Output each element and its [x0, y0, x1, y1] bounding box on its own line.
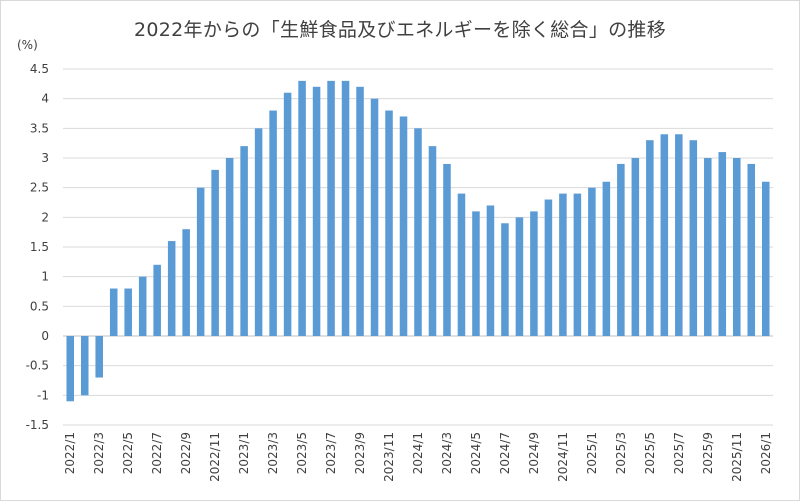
bar: [631, 158, 640, 336]
x-tick-label: 2025/1: [585, 432, 599, 474]
x-tick-label: 2023/9: [353, 432, 367, 474]
bar: [153, 264, 161, 336]
chart-title: 2022年からの「生鮮食品及びエネルギーを除く総合」の推移: [133, 19, 667, 41]
bar: [761, 181, 770, 336]
bar: [733, 158, 741, 336]
bar: [675, 134, 683, 336]
bar: [559, 193, 567, 336]
bar: [109, 288, 118, 336]
x-tick-label: 2025/3: [614, 432, 628, 474]
x-tick-label: 2025/7: [672, 432, 686, 474]
bar: [283, 92, 292, 336]
bar: [747, 163, 756, 336]
bar: [240, 146, 248, 336]
y-tick-label: 4.5: [30, 62, 49, 76]
y-tick-label: 1: [41, 270, 49, 284]
bar: [399, 116, 408, 336]
bar: [341, 80, 350, 336]
x-tick-label: 2026/1: [759, 432, 773, 474]
bar: [486, 205, 495, 336]
bar: [602, 181, 611, 336]
bar: [428, 146, 437, 336]
bar: [138, 276, 147, 336]
bar: [718, 152, 727, 336]
x-tick-label: 2024/7: [498, 432, 512, 474]
x-axis-ticks: 2022/1 2022/3 2022/5 2022/7 2022/9 2022/11 202…: [63, 432, 773, 482]
y-tick-label: 3.5: [30, 121, 49, 135]
bar: [457, 193, 466, 336]
bar: [211, 169, 219, 336]
bar: [95, 336, 103, 378]
bar: [80, 336, 89, 396]
bar: [544, 199, 553, 336]
bar: [704, 158, 712, 336]
bar: [414, 128, 422, 336]
y-tick-label: -1.5: [26, 418, 49, 432]
y-tick-label: 2: [41, 210, 49, 224]
y-tick-label: 0.5: [30, 299, 49, 313]
bar: [660, 134, 669, 336]
bar: [254, 128, 263, 336]
bar: [356, 86, 364, 336]
bar: [573, 193, 582, 336]
bar: [501, 223, 509, 336]
bar: [689, 140, 698, 336]
bar: [370, 98, 379, 337]
bar: [443, 163, 451, 336]
bar: [66, 336, 75, 402]
bar: [196, 187, 205, 336]
x-tick-label: 2023/3: [266, 432, 280, 474]
bar: [646, 140, 654, 336]
x-tick-label: 2023/5: [295, 432, 309, 474]
x-tick-label: 2024/3: [440, 432, 454, 474]
x-tick-label: 2025/5: [643, 432, 657, 474]
y-tick-label: 1.5: [30, 240, 49, 254]
x-tick-label: 2024/9: [527, 432, 541, 474]
bar: [588, 187, 596, 336]
y-axis-unit-label: (%): [17, 38, 38, 52]
y-tick-label: 3: [41, 151, 49, 165]
x-tick-label: 2024/5: [469, 432, 483, 474]
y-tick-label: -0.5: [26, 359, 49, 373]
bar: [327, 80, 335, 336]
x-tick-label: 2025/9: [701, 432, 715, 474]
y-tick-label: 4: [41, 92, 49, 106]
bar: [182, 229, 190, 336]
y-axis-ticks: -1.5 -1 -0.5 0 0.5 1 1.5 2 2.5 3 3.5 4 4.5: [26, 62, 49, 432]
bar: [530, 211, 538, 336]
bar: [472, 211, 480, 336]
x-tick-label: 2022/9: [179, 432, 193, 474]
bar: [385, 110, 393, 337]
x-tick-label: 2023/7: [324, 432, 338, 474]
x-tick-label: 2023/11: [382, 432, 396, 482]
x-tick-label: 2024/1: [411, 432, 425, 474]
x-tick-label: 2022/3: [92, 432, 106, 474]
bar: [312, 86, 321, 336]
bar: [515, 217, 524, 336]
x-tick-label: 2022/11: [208, 432, 222, 482]
bar: [167, 241, 176, 336]
y-tick-label: 0: [41, 329, 49, 343]
x-tick-label: 2022/5: [121, 432, 135, 474]
x-tick-label: 2022/1: [63, 432, 77, 474]
bar: [269, 110, 277, 337]
x-tick-label: 2024/11: [556, 432, 570, 482]
x-tick-label: 2023/1: [237, 432, 251, 474]
x-tick-label: 2025/11: [730, 432, 744, 482]
bars: [66, 80, 770, 402]
bar: [225, 158, 234, 336]
bar: [617, 163, 625, 336]
y-tick-label: -1: [37, 388, 49, 402]
bar: [298, 80, 306, 336]
bar: [124, 288, 132, 336]
y-tick-label: 2.5: [30, 181, 49, 195]
x-tick-label: 2022/7: [150, 432, 164, 474]
